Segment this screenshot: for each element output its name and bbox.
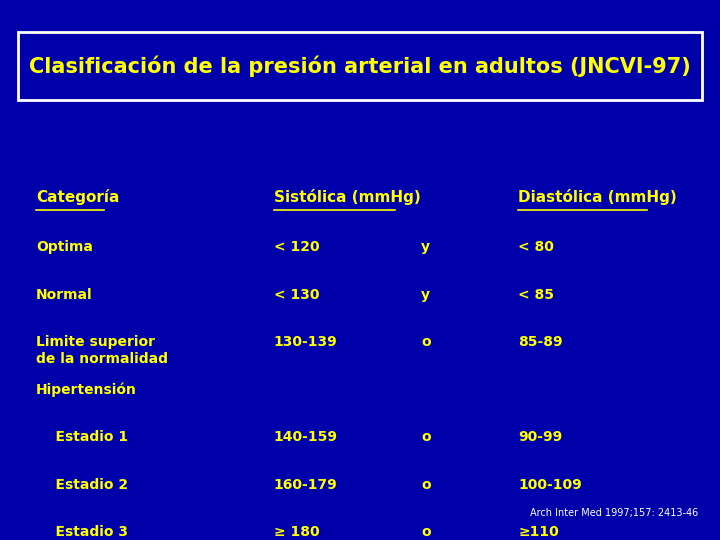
Text: 100-109: 100-109 [518,478,582,492]
Text: 85-89: 85-89 [518,335,563,349]
Text: ≥110: ≥110 [518,525,559,539]
Text: 160-179: 160-179 [274,478,338,492]
Text: < 130: < 130 [274,288,319,302]
Text: 140-159: 140-159 [274,430,338,444]
Text: Optima: Optima [36,240,93,254]
Text: y: y [421,288,431,302]
Text: Clasificación de la presión arterial en adultos (JNCVI-97): Clasificación de la presión arterial en … [29,56,691,77]
Text: < 85: < 85 [518,288,554,302]
Text: Hipertensión: Hipertensión [36,383,137,397]
Text: Sistólica (mmHg): Sistólica (mmHg) [274,189,420,205]
Text: Categoría: Categoría [36,189,120,205]
Text: y: y [421,240,431,254]
Text: Arch Inter Med 1997;157: 2413-46: Arch Inter Med 1997;157: 2413-46 [530,508,698,518]
Text: < 120: < 120 [274,240,319,254]
Text: o: o [421,525,431,539]
Text: < 80: < 80 [518,240,554,254]
Text: Estadio 3: Estadio 3 [36,525,128,539]
Text: Normal: Normal [36,288,93,302]
Text: Diastólica (mmHg): Diastólica (mmHg) [518,189,677,205]
FancyBboxPatch shape [18,32,702,100]
Text: Limite superior
de la normalidad: Limite superior de la normalidad [36,335,168,366]
Text: o: o [421,478,431,492]
Text: 90-99: 90-99 [518,430,562,444]
Text: ≥ 180: ≥ 180 [274,525,319,539]
Text: o: o [421,335,431,349]
Text: o: o [421,430,431,444]
Text: Estadio 1: Estadio 1 [36,430,128,444]
Text: Estadio 2: Estadio 2 [36,478,128,492]
Text: 130-139: 130-139 [274,335,338,349]
